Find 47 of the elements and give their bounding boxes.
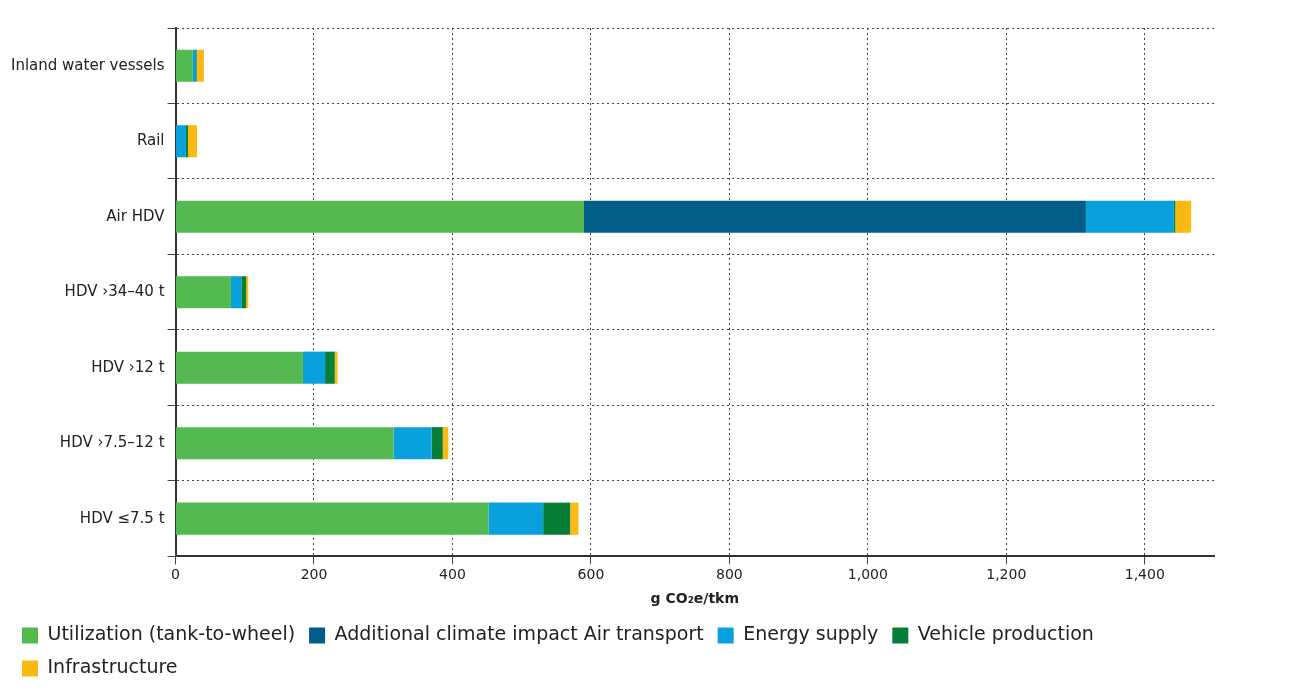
bar [176,200,584,233]
bar [192,49,197,82]
y-tick-label: HDV ≤7.5 t [79,508,165,527]
bar [246,276,249,309]
bar [488,502,544,535]
bar [185,125,188,158]
bar [570,502,579,535]
bar [431,427,443,460]
legend-label: Additional climate impact Air transport [334,622,704,645]
legend-label: Energy supply [743,622,879,645]
bar [230,276,242,309]
x-tick-label: 200 [300,566,328,583]
bar [302,351,326,384]
bar [176,502,489,535]
bar [1085,200,1174,233]
x-tick-label: 800 [716,566,743,583]
bar [241,276,247,309]
bar [543,502,571,535]
y-tick-label: Rail [136,131,165,150]
bar [334,351,338,384]
x-tick-label: 1,200 [986,566,1027,583]
y-tick-label: Air HDV [106,206,166,225]
bar [188,125,197,158]
legend-label: Vehicle production [917,622,1094,645]
y-tick-label: HDV ›7.5–12 t [59,433,165,452]
bar [584,200,1086,233]
y-tick-label: HDV ›12 t [91,357,165,376]
x-tick-label: 1,400 [1124,566,1165,583]
bar [1175,200,1192,233]
legend-label: Infrastructure [47,655,178,678]
y-tick-label: Inland water vessels [10,55,165,74]
bar [176,125,186,158]
bar [176,276,231,309]
x-axis-title: g CO₂e/tkm [650,590,739,607]
x-tick-label: 1,000 [847,566,888,583]
x-tick-label: 0 [171,566,180,583]
bar [393,427,432,460]
bar [442,427,449,460]
x-tick-label: 400 [439,566,466,583]
bar [325,351,335,384]
x-tick-label: 600 [577,566,605,583]
bar [176,49,193,82]
y-tick-label: HDV ›34–40 t [64,282,165,301]
legend-label: Utilization (tank-to-wheel) [47,622,296,645]
bar [176,351,303,384]
bar [197,49,204,82]
bar [176,427,394,460]
